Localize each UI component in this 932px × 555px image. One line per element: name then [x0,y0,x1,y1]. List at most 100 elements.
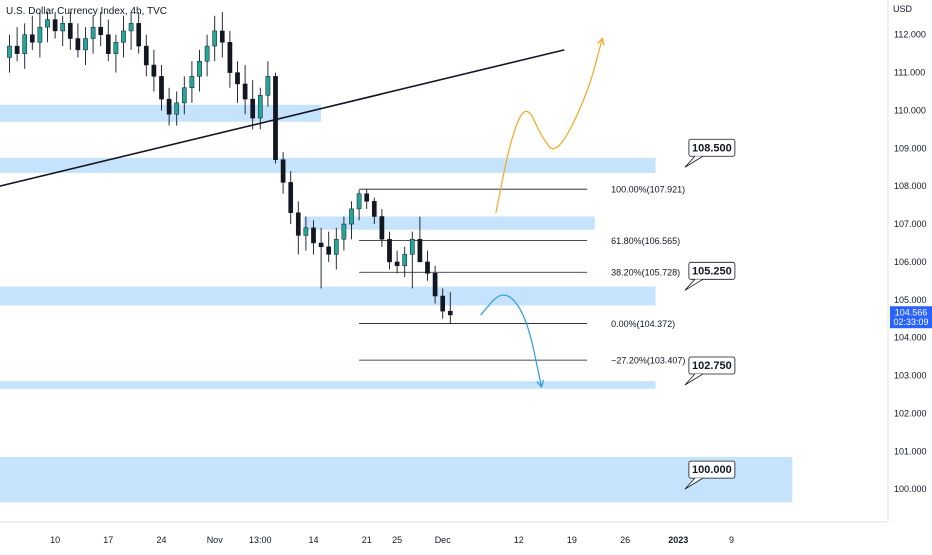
candle-body-41 [318,242,324,248]
callout-pointer-0 [684,155,704,168]
x-tick-label-5: 14 [308,535,318,545]
candle-body-1 [14,45,20,54]
callout-pointer-3 [684,477,704,490]
candle-body-23 [181,87,187,104]
x-tick-label-1: 17 [103,535,113,545]
candle-body-15 [121,30,126,43]
candle-body-32 [250,98,256,119]
callout-label-0: 108.500 [692,142,732,154]
zone-0 [0,104,322,122]
candle-body-38 [295,212,301,236]
y-tick-label-10: 109.000 [894,143,927,153]
callout-label-1: 105.250 [692,265,732,277]
candle-body-14 [113,42,119,54]
candle-body-34 [265,76,271,96]
candle-body-3 [29,34,35,43]
candle-body-2 [22,34,28,54]
x-tick-label-7: 25 [392,535,402,545]
candle-body-26 [204,45,210,62]
x-tick-label-0: 10 [50,535,60,545]
y-tick-label-7: 106.000 [894,257,927,267]
fib-label-4: −27.20%(103.407) [611,356,685,366]
candle-body-22 [174,102,180,115]
candle-body-44 [341,223,347,240]
y-tick-label-6: 105.000 [894,295,927,305]
candlestick-series [7,12,453,324]
trendline-group [0,49,565,187]
callout-pointer-1 [684,278,704,291]
x-tick-label-3: Nov [207,535,224,545]
candle-body-8 [67,23,73,39]
x-tick-label-8: Dec [435,535,452,545]
zone-5 [0,456,793,503]
candle-body-5 [45,19,50,28]
candle-body-21 [166,98,172,115]
candle-body-43 [333,238,339,255]
y-tick-label-4: 103.000 [894,371,927,381]
projection-arrow-0 [597,37,605,46]
candle-body-13 [105,34,111,54]
candle-body-56 [432,273,438,297]
candle-body-48 [371,201,377,217]
callout-box-1 [688,261,736,280]
projection-paths [480,37,605,389]
current-price-value: 104.566 [895,308,928,318]
callout-pointer-2 [684,373,704,386]
candle-body-11 [90,26,96,39]
fib-label-1: 61.80%(106.565) [611,236,680,246]
candle-body-37 [288,182,294,213]
candle-body-7 [60,23,66,32]
candle-body-58 [447,310,453,316]
candle-body-35 [273,76,278,160]
y-tick-label-8: 107.000 [894,219,927,229]
x-tick-label-2: 24 [156,535,166,545]
y-tick-label-2: 101.000 [894,446,927,456]
candle-body-9 [75,38,81,51]
candle-body-12 [98,26,104,35]
candle-body-20 [159,76,164,100]
candle-body-46 [356,193,362,210]
x-tick-label-9: 12 [514,535,524,545]
x-tick-label-10: 19 [567,535,577,545]
callout-box-3 [688,460,736,479]
x-tick-label-11: 26 [620,535,630,545]
callout-label-3: 100.000 [692,464,732,476]
candle-body-31 [242,83,248,100]
chart-title: U.S. Dollar Currency Index, 4h, TVC [6,6,167,17]
candle-body-28 [219,30,225,43]
candle-body-33 [257,95,263,119]
current-price-tag [890,306,932,329]
candle-body-18 [143,45,149,66]
candle-body-6 [52,19,58,32]
candle-body-29 [227,42,233,73]
zone-1 [0,157,656,173]
x-tick-label-12: 2023 [668,535,688,545]
y-tick-label-9: 108.000 [894,181,927,191]
x-tick-label-4: 13:00 [249,535,272,545]
candle-body-40 [311,227,316,244]
projection-path-1 [480,294,543,388]
candle-body-50 [387,238,392,263]
candle-body-36 [280,159,286,183]
currency-label: USD [893,4,913,14]
candle-body-42 [326,246,332,255]
zone-4 [0,381,656,389]
candle-body-49 [379,216,385,240]
candle-body-54 [417,238,423,263]
fib-label-0: 100.00%(107.921) [611,185,685,195]
candle-body-16 [128,23,134,32]
y-tick-label-12: 111.000 [894,68,925,78]
price-callouts: 108.500 105.250 102.750 100.000 [684,138,736,490]
zone-3 [0,286,656,306]
candle-body-51 [394,261,400,266]
callout-label-2: 102.750 [692,360,732,372]
fibonacci-levels: 100.00%(107.921) 61.80%(106.565) 38.20%(10… [359,185,685,366]
y-tick-label-13: 112.000 [894,30,926,40]
candle-body-55 [425,261,430,274]
candle-body-19 [151,64,157,77]
x-tick-label-13: 9 [729,535,734,545]
y-tick-label-1: 100.000 [894,484,927,494]
